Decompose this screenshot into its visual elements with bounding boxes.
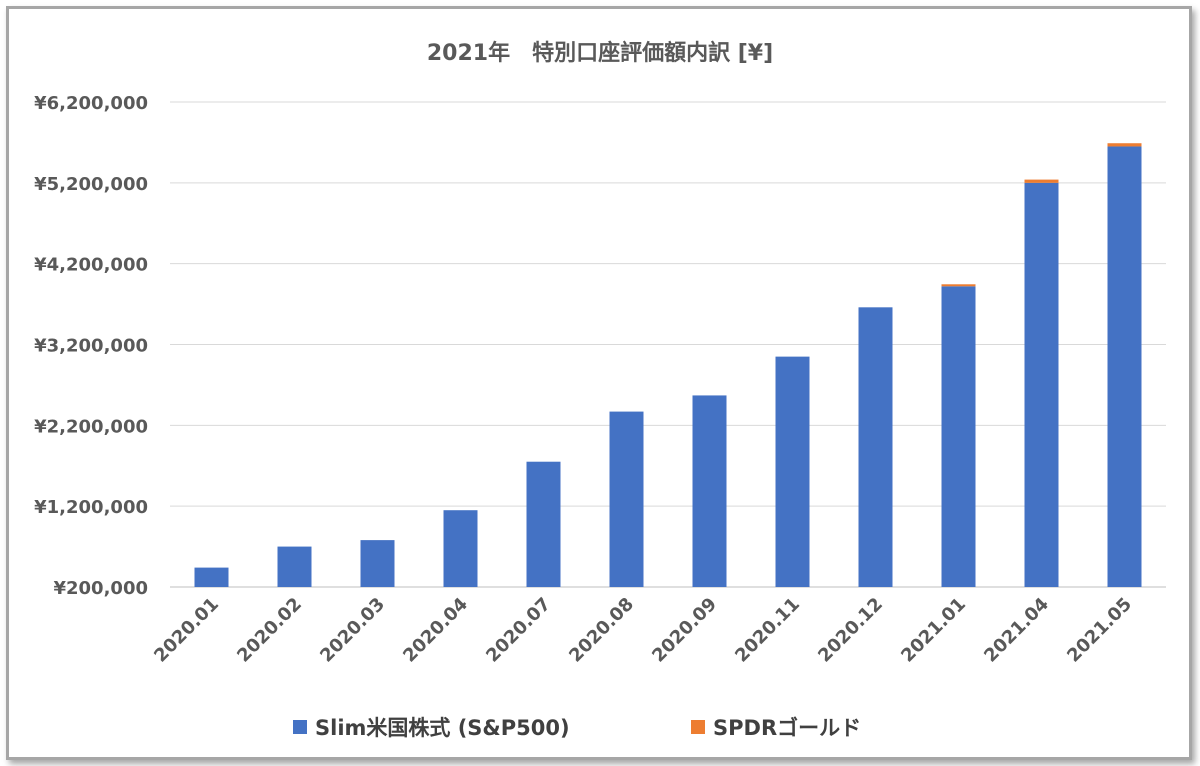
bar-slim [360, 540, 395, 587]
y-tick-label: ¥200,000 [53, 578, 148, 599]
y-tick-label: ¥2,200,000 [34, 416, 148, 437]
bar-slim [1024, 182, 1059, 588]
legend-label-slim: Slim米国株式 (S&P500) [315, 716, 570, 740]
x-tick-label: 2021.04 [980, 594, 1053, 667]
chart-title: 2021年 特別口座評価額内訳 [¥] [427, 40, 773, 66]
y-axis: ¥200,000 ¥1,200,000 ¥2,200,000 ¥3,200,000 ¥4… [34, 93, 148, 599]
x-tick-label: 2020.07 [482, 594, 555, 667]
y-tick-label: ¥1,200,000 [34, 497, 148, 518]
legend-label-gold: SPDRゴールド [713, 716, 861, 740]
x-tick-label: 2020.09 [648, 594, 721, 667]
x-tick-label: 2020.01 [150, 594, 223, 667]
x-tick-label: 2021.05 [1063, 594, 1136, 667]
x-tick-label: 2020.04 [399, 594, 472, 667]
x-axis: 2020.01 2020.02 2020.03 2020.04 2020.07 2020.… [150, 594, 1136, 667]
y-tick-label: ¥4,200,000 [34, 255, 148, 276]
bar-gold [1107, 143, 1142, 147]
bar-slim [775, 356, 810, 587]
bar-slim [443, 510, 478, 587]
x-tick-label: 2021.01 [897, 594, 970, 667]
bar-gold [1024, 179, 1059, 183]
bar-slim [194, 567, 229, 587]
x-tick-label: 2020.12 [814, 594, 887, 667]
chart-frame [6, 6, 1192, 760]
x-tick-label: 2020.03 [316, 594, 389, 667]
bar-slim [277, 546, 312, 587]
bar-slim [692, 395, 727, 587]
y-tick-label: ¥6,200,000 [34, 93, 148, 114]
legend-swatch-slim [293, 720, 307, 734]
x-tick-label: 2020.11 [731, 594, 804, 667]
y-tick-label: ¥5,200,000 [34, 174, 148, 195]
y-tick-label: ¥3,200,000 [34, 336, 148, 357]
x-tick-label: 2020.02 [233, 594, 306, 667]
bar-slim [609, 411, 644, 587]
x-tick-label: 2020.08 [565, 594, 638, 667]
bar-gold [941, 284, 976, 287]
gridlines [170, 101, 1166, 588]
bar-slim [858, 307, 893, 587]
legend: Slim米国株式 (S&P500) SPDRゴールド [293, 716, 861, 740]
bar-slim [526, 461, 561, 587]
bar-slim [1107, 146, 1142, 588]
bars [194, 143, 1142, 588]
legend-swatch-gold [691, 720, 705, 734]
bar-slim [941, 286, 976, 587]
